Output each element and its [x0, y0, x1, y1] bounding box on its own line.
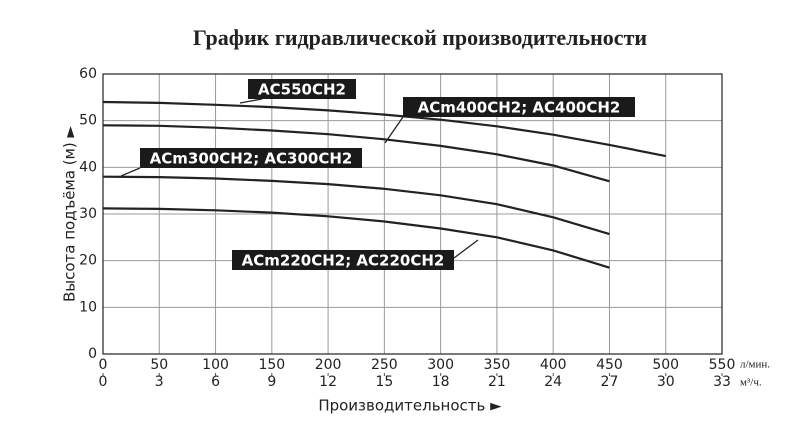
x-tick-label: 400 — [540, 357, 567, 373]
x-tick-label: 100 — [202, 357, 229, 373]
y-tick-label: 10 — [79, 299, 97, 315]
x2-tick-label: 6 — [211, 374, 220, 390]
leader-line — [384, 116, 404, 144]
x-unit: л/мин. — [740, 359, 770, 371]
x2-unit: м³/ч. — [740, 377, 762, 389]
x-tick-label: 50 — [150, 357, 168, 373]
plot-frame — [102, 73, 723, 355]
chart-title: График гидравлической производительности — [193, 25, 647, 50]
y-tick-label: 0 — [88, 346, 97, 362]
series-label: ACm220CH2; AC220CH2 — [242, 252, 445, 270]
x2-tick-label: 30 — [657, 374, 675, 390]
x2-tick-label: 33 — [713, 374, 731, 390]
leader-line — [453, 239, 479, 259]
x-axis-label: Производительность ► — [318, 397, 502, 415]
y-tick-label: 20 — [79, 253, 97, 269]
leader-line — [239, 98, 263, 104]
series-label: ACm300CH2; AC300CH2 — [150, 150, 353, 168]
line-series — [102, 175, 610, 236]
x-tick-label: 200 — [315, 357, 342, 373]
y-tick-label: 40 — [79, 159, 97, 175]
x-tick-label: 550 — [709, 357, 736, 373]
x-tick-label: 350 — [484, 357, 511, 373]
line-series — [102, 124, 610, 183]
x-tick-label: 300 — [427, 357, 454, 373]
y-tick-label: 50 — [79, 113, 97, 129]
y-tick-label: 30 — [79, 206, 97, 222]
x2-tick-label: 21 — [488, 374, 506, 390]
series-label: ACm400CH2; AC400CH2 — [418, 99, 621, 117]
series-label: AC550CH2 — [258, 81, 346, 99]
x2-tick-label: 3 — [155, 374, 164, 390]
x-tick-label: 450 — [596, 357, 623, 373]
x2-tick-label: 9 — [267, 374, 276, 390]
x-tick-label: 150 — [258, 357, 285, 373]
y-tick-label: 60 — [79, 66, 97, 82]
x2-tick-label: 27 — [601, 374, 619, 390]
y-axis-label: Высота подъёма (м) ► — [61, 126, 79, 303]
line-series — [102, 100, 666, 158]
x2-tick-label: 24 — [544, 374, 562, 390]
x2-tick-label: 12 — [319, 374, 337, 390]
x2-tick-label: 15 — [375, 374, 393, 390]
label-box — [403, 97, 635, 117]
x2-tick-label: 0 — [99, 374, 108, 390]
x-tick-label: 500 — [652, 357, 679, 373]
label-box — [140, 148, 362, 168]
label-box — [232, 250, 454, 270]
label-box — [248, 79, 356, 99]
x-tick-label: 250 — [371, 357, 398, 373]
x2-tick-label: 18 — [432, 374, 450, 390]
leader-line — [120, 167, 141, 177]
x-tick-label: 0 — [99, 357, 108, 373]
line-series — [102, 207, 610, 269]
